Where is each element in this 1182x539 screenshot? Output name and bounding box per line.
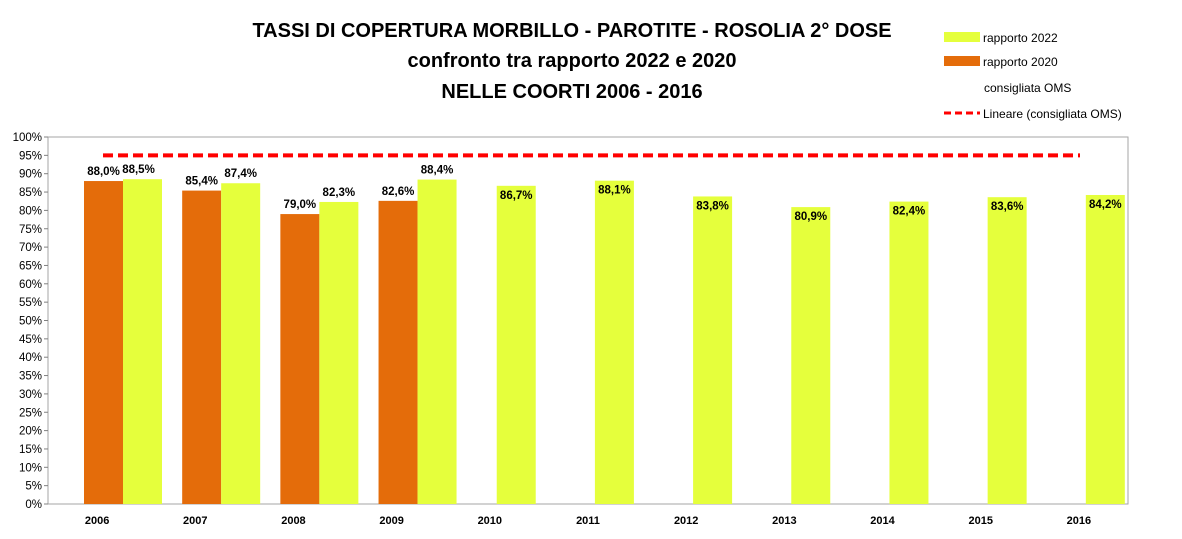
legend-swatch-2020 — [944, 56, 980, 66]
y-tick-label: 0% — [25, 499, 42, 511]
y-tick-label: 25% — [19, 407, 42, 419]
y-tick-label: 45% — [19, 334, 42, 346]
legend: rapporto 2022 rapporto 2020 consigliata OM… — [944, 31, 1122, 121]
x-tick-label: 2010 — [478, 515, 502, 527]
y-tick-label: 55% — [19, 297, 42, 309]
x-tick-label: 2009 — [379, 515, 403, 527]
y-tick-label: 60% — [19, 279, 42, 291]
chart-title-line-1: TASSI DI COPERTURA MORBILLO - PAROTITE -… — [252, 20, 891, 42]
y-tick-label: 90% — [19, 169, 42, 181]
y-tick-label: 5% — [25, 481, 42, 493]
bar-2022-2015 — [987, 197, 1027, 505]
legend-label: consigliata OMS — [984, 81, 1071, 95]
data-label-2020-2009: 82,6% — [382, 186, 415, 198]
chart-title-line-2: confronto tra rapporto 2022 e 2020 — [408, 50, 737, 72]
data-label-2022-2007: 87,4% — [224, 168, 257, 180]
bar-2022-2013 — [791, 207, 831, 505]
data-label-2022-2012: 83,8% — [696, 200, 729, 212]
bar-2022-2009 — [417, 179, 457, 504]
x-tick-label: 2016 — [1067, 515, 1091, 527]
data-label-2022-2010: 86,7% — [500, 190, 533, 202]
y-tick-label: 100% — [13, 132, 42, 144]
data-label-2020-2008: 79,0% — [284, 199, 317, 211]
bar-2020-2006 — [84, 181, 123, 505]
data-label-2022-2009: 88,4% — [421, 165, 454, 177]
y-tick-label: 40% — [19, 352, 42, 364]
bar-2022-2007 — [221, 183, 261, 504]
x-tick-label: 2011 — [576, 515, 600, 527]
bar-2022-2010 — [496, 185, 536, 504]
x-tick-label: 2014 — [870, 515, 895, 527]
y-tick-label: 30% — [19, 389, 42, 401]
chart-title: TASSI DI COPERTURA MORBILLO - PAROTITE -… — [252, 20, 891, 103]
data-label-2020-2006: 88,0% — [87, 166, 120, 178]
y-tick-label: 15% — [19, 444, 42, 456]
y-tick-label: 70% — [19, 242, 42, 254]
chart-title-line-3: NELLE COORTI 2006 - 2016 — [441, 81, 702, 103]
legend-label: rapporto 2022 — [983, 31, 1058, 45]
y-tick-label: 85% — [19, 187, 42, 199]
legend-label: Lineare (consigliata OMS) — [983, 107, 1122, 121]
y-tick-label: 50% — [19, 316, 42, 328]
x-tick-label: 2006 — [85, 515, 109, 527]
legend-label: rapporto 2020 — [983, 55, 1058, 69]
bar-2022-2016 — [1085, 194, 1125, 504]
bar-2022-2006 — [123, 179, 162, 504]
data-label-2020-2007: 85,4% — [185, 176, 218, 188]
data-label-2022-2006: 88,5% — [122, 164, 155, 176]
y-tick-label: 10% — [19, 462, 42, 474]
y-tick-label: 80% — [19, 205, 42, 217]
data-label-2022-2014: 82,4% — [893, 206, 926, 218]
y-tick-label: 95% — [19, 150, 42, 162]
bar-2022-2014 — [889, 201, 929, 505]
data-label-2022-2008: 82,3% — [323, 187, 356, 199]
x-tick-label: 2015 — [968, 515, 992, 527]
bar-2020-2007 — [182, 190, 222, 504]
data-label-2022-2016: 84,2% — [1089, 199, 1122, 211]
data-label-2022-2015: 83,6% — [991, 201, 1024, 213]
x-tick-label: 2007 — [183, 515, 207, 527]
bar-2020-2009 — [378, 200, 418, 504]
bar-2020-2008 — [280, 214, 320, 504]
plot-area: 0% 5% 10% 15% 20% 25% 30% 35% 40% 45% 50% 55% 60% 65%… — [13, 132, 1129, 527]
bar-2022-2011 — [594, 180, 634, 504]
data-label-2022-2013: 80,9% — [794, 211, 827, 223]
x-tick-label: 2012 — [674, 515, 698, 527]
legend-swatch-2022 — [944, 32, 980, 42]
x-tick-label: 2008 — [281, 515, 305, 527]
data-label-2022-2011: 88,1% — [598, 185, 631, 197]
x-tick-label: 2013 — [772, 515, 796, 527]
bar-2022-2012 — [693, 196, 733, 505]
y-tick-label: 75% — [19, 224, 42, 236]
y-tick-label: 65% — [19, 260, 42, 272]
bar-2022-2008 — [319, 201, 359, 505]
y-tick-label: 20% — [19, 426, 42, 438]
y-tick-label: 35% — [19, 371, 42, 383]
